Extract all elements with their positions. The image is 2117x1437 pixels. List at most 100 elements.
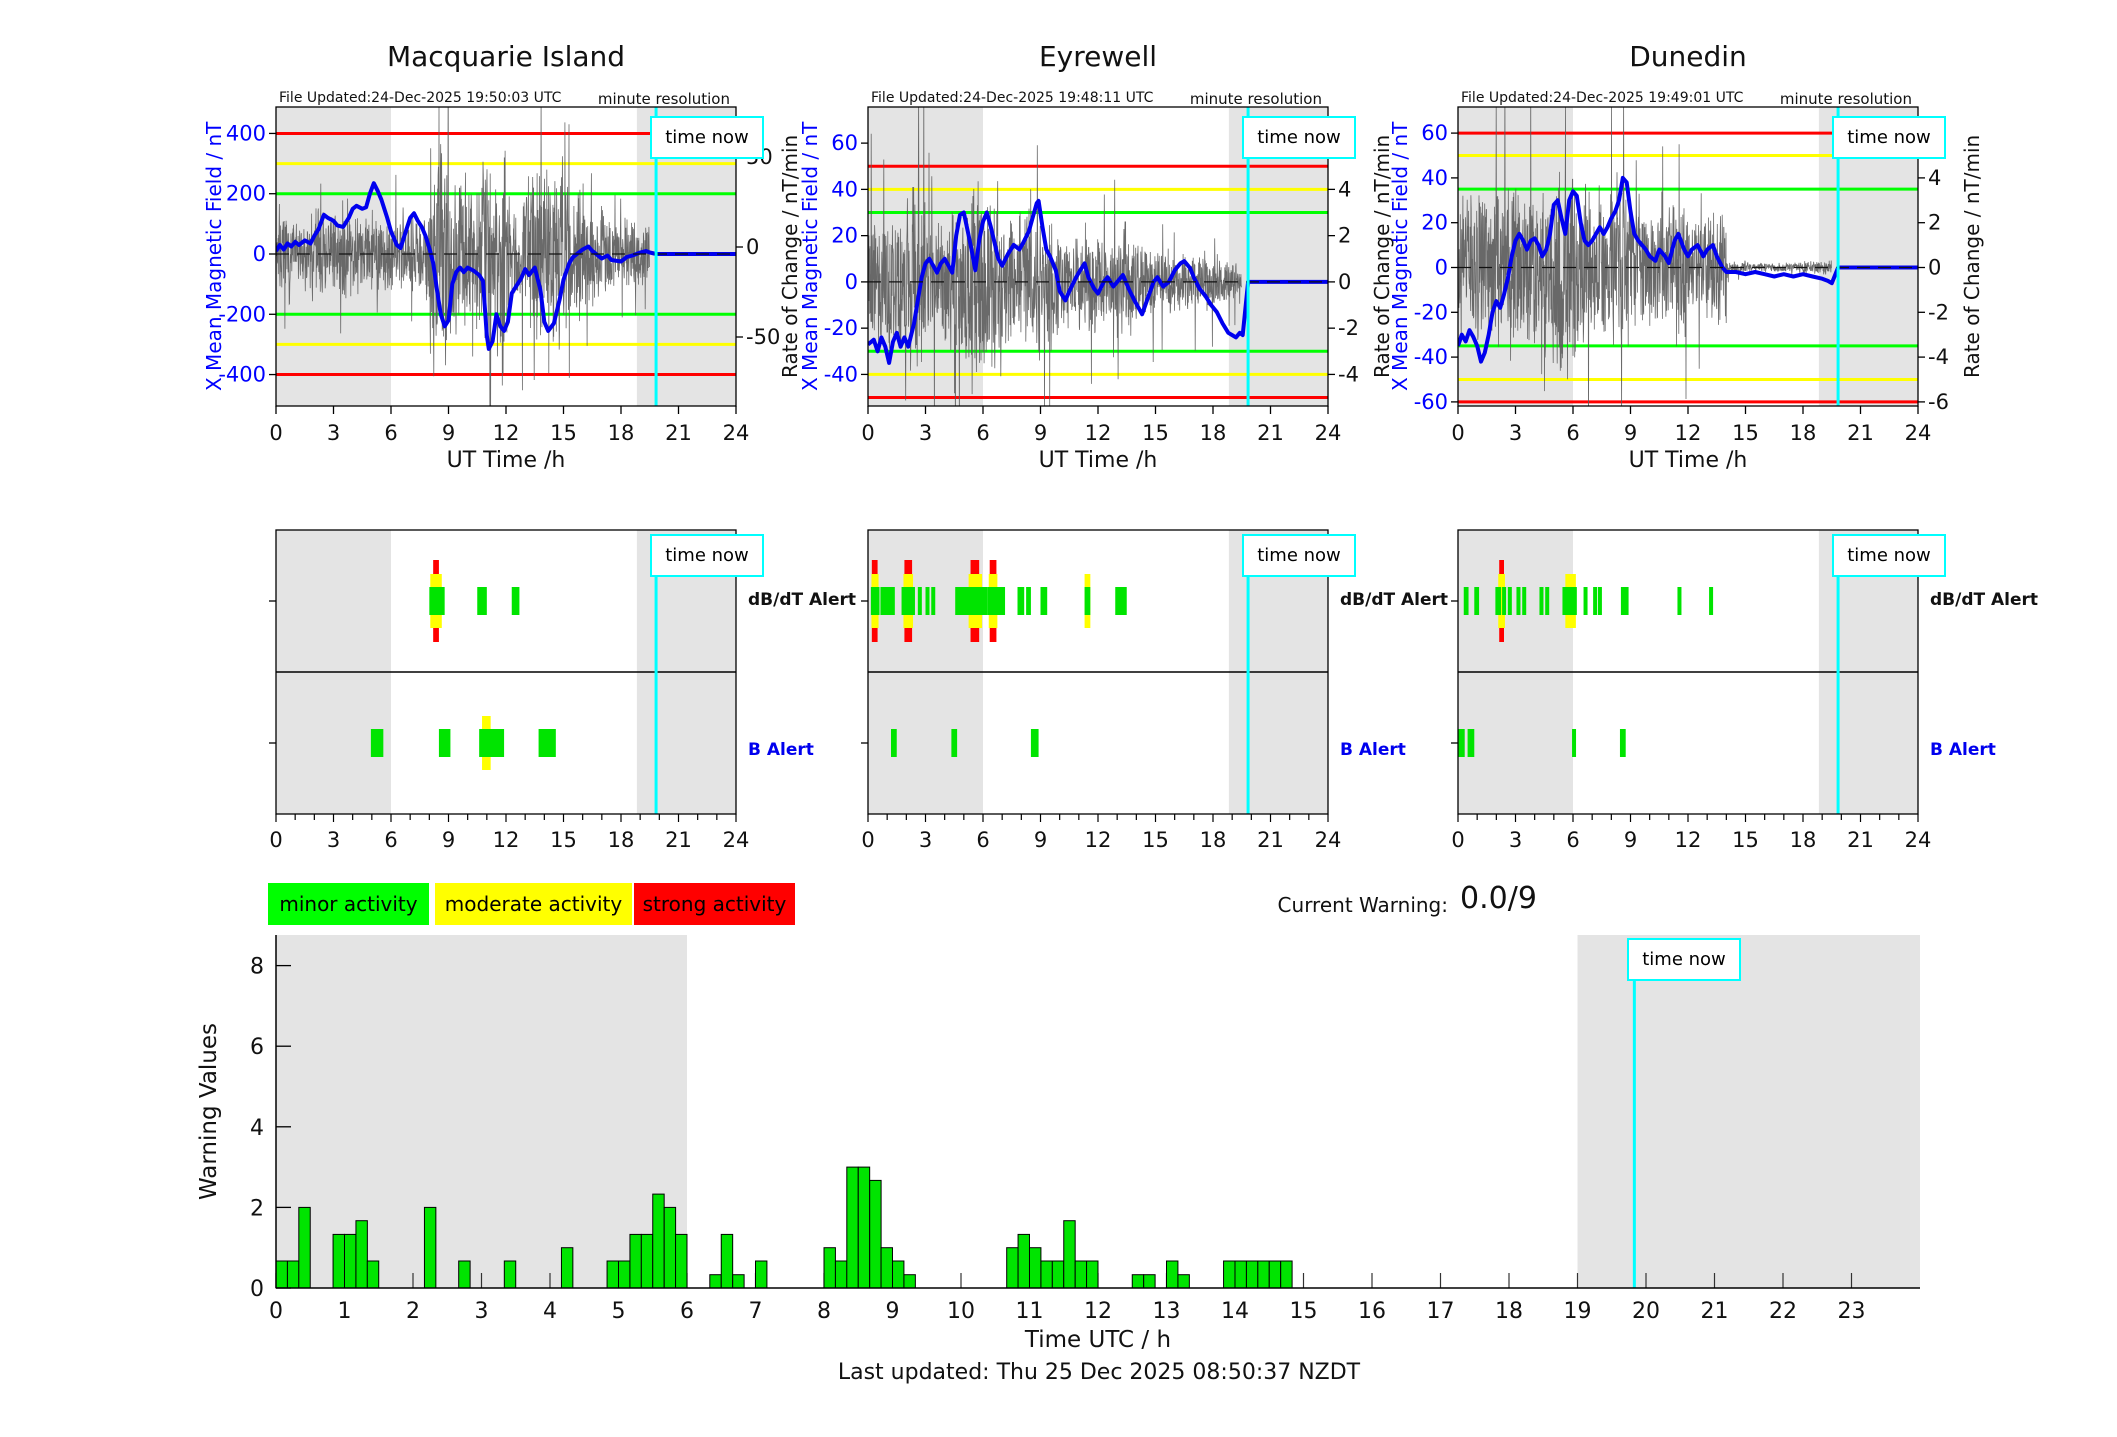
- warning-bar: [298, 1206, 311, 1289]
- dbdt-alert-bar-minor: [880, 587, 895, 615]
- dbdt-alert-bar-minor: [987, 587, 1006, 615]
- dbdt-alert-label-dunedin: dB/dT Alert: [1930, 590, 2039, 610]
- x-tick-label: 7: [749, 1299, 763, 1324]
- y-tick-label-right: -2: [1928, 300, 1949, 324]
- y-tick-label-left: -20: [824, 316, 858, 340]
- x-tick-label: 3: [327, 421, 340, 445]
- y-tick-label-left: 0: [1435, 256, 1448, 280]
- y-tick-label: 8: [250, 955, 264, 980]
- alert-panel-2: 0 3 6 9 12 15 18 21 24: [1451, 529, 1932, 852]
- y-tick-label: 4: [250, 1116, 264, 1141]
- x-tick-label: 12: [1084, 1299, 1112, 1324]
- y-tick-label-right: -6: [1928, 390, 1949, 414]
- dbdt-alert-bar-minor: [1545, 587, 1550, 615]
- x-tick-label: 9: [442, 828, 455, 852]
- legend-minor-text: minor activity: [279, 892, 418, 916]
- x-tick-label: 5: [612, 1299, 626, 1324]
- y-tick-label-left: 200: [226, 182, 266, 206]
- y-tick-label-left: -200: [218, 302, 266, 326]
- x-tick-label: 6: [384, 421, 397, 445]
- time-now-box-alerts-macquarie: time now: [650, 534, 764, 577]
- rate-of-change-trace: [276, 107, 650, 406]
- y-tick-label-right: -2: [1338, 316, 1359, 340]
- y-tick-label-left: 0: [253, 242, 266, 266]
- time-now-text: time now: [665, 127, 749, 148]
- dbdt-alert-bar-minor: [477, 587, 487, 615]
- warning-bar: [275, 1260, 288, 1289]
- warning-bar: [458, 1260, 471, 1289]
- y-tick-label-right: 0: [746, 235, 759, 259]
- b-alert-bar-minor: [1619, 729, 1626, 757]
- warning-bar: [652, 1193, 665, 1289]
- dbdt-alert-bar-minor: [1463, 587, 1469, 615]
- b-alert-bar-minor: [951, 729, 958, 757]
- warning-bar: [869, 1179, 882, 1289]
- file-updated-macquarie: File Updated:24-Dec-2025 19:50:03 UTC: [279, 90, 562, 106]
- x-tick-label: 21: [1847, 421, 1874, 445]
- x-tick-label: 18: [1200, 828, 1227, 852]
- resolution-note-macquarie: minute resolution: [597, 90, 730, 108]
- rate-of-change-trace: [868, 107, 1242, 406]
- y-tick-label-right: 4: [1338, 177, 1351, 201]
- dbdt-alert-bar-minor: [1084, 587, 1091, 615]
- warning-bar: [1040, 1260, 1053, 1289]
- station-title-dunedin: Dunedin: [1629, 40, 1747, 73]
- warning-bar: [1131, 1274, 1145, 1289]
- warning-values-ylabel: Warning Values: [196, 1023, 222, 1201]
- warning-bar: [1074, 1260, 1088, 1289]
- dbdt-alert-bar-minor: [901, 587, 915, 615]
- rate-of-change-trace: [1458, 107, 1832, 406]
- dbdt-alert-bar-minor: [1115, 587, 1127, 615]
- y-tick-label-left: 20: [1421, 211, 1448, 235]
- x-tick-label: 3: [1509, 828, 1522, 852]
- y-tick-label-right: 0: [1338, 270, 1351, 294]
- x-tick-label: 18: [1790, 421, 1817, 445]
- dbdt-alert-bar-minor: [1474, 587, 1480, 615]
- warning-bar: [344, 1233, 357, 1289]
- x-tick-label: 21: [1257, 421, 1284, 445]
- warning-bar: [423, 1206, 437, 1289]
- x-tick-label: 3: [475, 1299, 489, 1324]
- time-now-text: time now: [1642, 949, 1726, 970]
- time-now-box-warning-chart: time now: [1627, 938, 1741, 981]
- legend-moderate-activity: moderate activity: [435, 883, 632, 925]
- x-tick-label: 6: [680, 1299, 694, 1324]
- x-tick-label: 0: [269, 1299, 283, 1324]
- x-tick-label: 18: [608, 421, 635, 445]
- x-tick-label: 9: [1624, 828, 1637, 852]
- x-tick-label: 15: [1290, 1299, 1318, 1324]
- dbdt-alert-bar-minor: [870, 587, 880, 615]
- warning-bar: [903, 1274, 916, 1289]
- warning-bar: [834, 1260, 848, 1289]
- x-tick-label: 15: [1732, 828, 1759, 852]
- time-now-text: time now: [1257, 545, 1341, 566]
- x-tick-label: 4: [543, 1299, 557, 1324]
- y-tick-label-right: 0: [1928, 256, 1941, 280]
- x-tick-label: 0: [861, 828, 874, 852]
- x-tick-label: 24: [1905, 421, 1932, 445]
- warning-bar: [1166, 1260, 1179, 1289]
- x-tick-label: 24: [1905, 828, 1932, 852]
- x-tick-label: 6: [384, 828, 397, 852]
- legend-strong-text: strong activity: [642, 892, 787, 916]
- x-tick-label: 17: [1427, 1299, 1455, 1324]
- dbdt-alert-bar-minor: [1495, 587, 1502, 615]
- warning-bar: [755, 1260, 768, 1289]
- x-tick-label: 18: [1790, 828, 1817, 852]
- dbdt-alert-bar-minor: [1507, 587, 1512, 615]
- y-tick-label-left: -20: [1414, 300, 1448, 324]
- time-now-text: time now: [1847, 545, 1931, 566]
- dbdt-alert-bar-minor: [1516, 587, 1521, 615]
- x-tick-label: 3: [919, 421, 932, 445]
- time-now-text: time now: [1847, 127, 1931, 148]
- x-tick-label: 21: [665, 421, 692, 445]
- resolution-note-eyrewell: minute resolution: [1189, 90, 1322, 108]
- x-tick-label: 15: [550, 421, 577, 445]
- x-tick-label: 9: [1034, 421, 1047, 445]
- dbdt-alert-bar-minor: [1522, 587, 1527, 615]
- time-now-text: time now: [665, 545, 749, 566]
- warning-bar: [823, 1247, 836, 1289]
- time-now-text: time now: [1257, 127, 1341, 148]
- dbdt-alert-bar-minor: [925, 587, 930, 615]
